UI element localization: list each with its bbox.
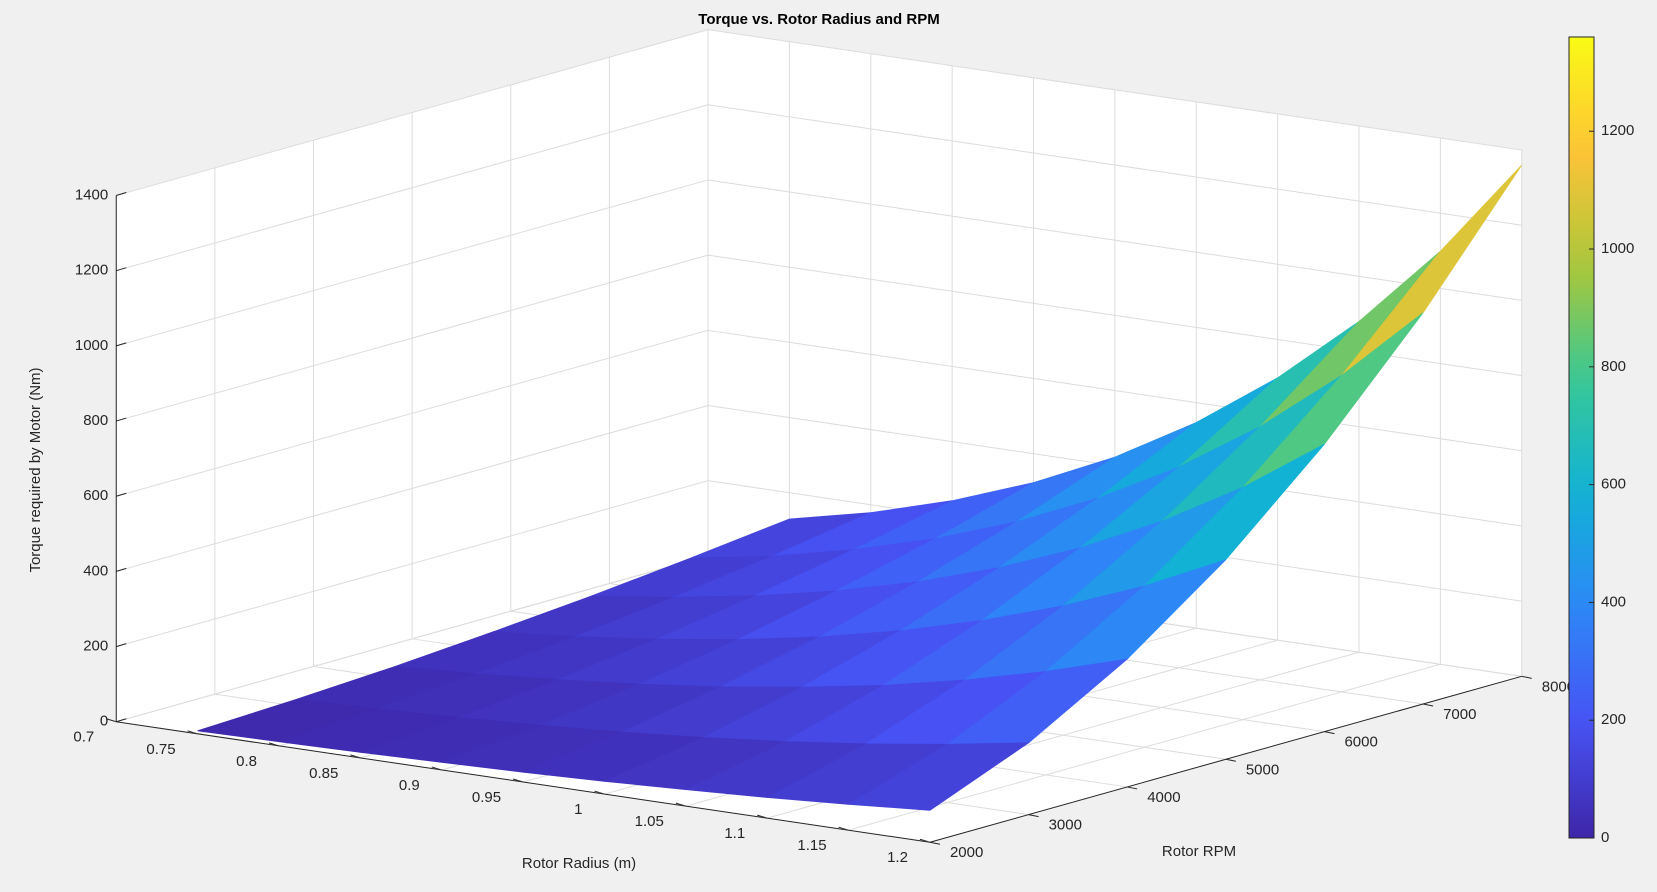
x-tick-label: 0.9 [399,777,420,794]
grid-line [116,254,709,422]
x-axis-label: Rotor Radius (m) [522,855,636,872]
z-tick [116,342,127,347]
x-tick-label: 1.2 [887,849,908,866]
colorbar-tick-label: 600 [1601,476,1626,493]
y-tick-label: 6000 [1344,734,1377,751]
z-tick-label: 1000 [75,337,108,354]
y-tick [1324,731,1335,735]
colorbar-tick-label: 0 [1601,829,1609,846]
x-tick-label: 0.85 [309,765,338,782]
grid-line [707,104,1522,226]
z-tick [116,267,127,272]
y-tick [929,841,941,845]
x-axis [116,721,931,843]
z-tick [116,492,127,497]
y-tick [1423,703,1434,707]
x-tick-label: 0.7 [73,729,94,746]
y-tick-label: 4000 [1147,789,1180,806]
x-tick-label: 0.75 [146,741,175,758]
grid-line [116,179,709,347]
y-tick [1127,786,1138,790]
x-tick [106,718,117,723]
x-tick-label: 1.15 [797,837,826,854]
x-tick-label: 1.05 [635,813,664,830]
x-tick-label: 0.95 [472,789,501,806]
colorbar-tick-label: 1200 [1601,122,1634,139]
grid-line [116,329,709,497]
z-tick-label: 200 [83,638,108,655]
colorbar-tick-label: 200 [1601,711,1626,728]
grid-line [707,179,1522,301]
y-tick-label: 2000 [950,844,983,861]
surface-face [847,742,1030,811]
y-axis-label: Rotor RPM [1162,843,1236,860]
z-tick [116,192,127,196]
x-tick-label: 1 [574,801,582,818]
y-tick [1521,675,1532,679]
colorbar-tick-label: 1000 [1601,240,1634,257]
z-tick-label: 0 [100,713,108,730]
z-tick [116,417,127,422]
y-axis [929,675,1522,843]
grid-line [116,104,709,272]
z-tick-label: 1400 [75,186,108,203]
chart-title: Torque vs. Rotor Radius and RPM [698,11,939,28]
z-tick-label: 400 [83,562,108,579]
z-tick [116,718,127,723]
colorbar-tick-label: 400 [1601,593,1626,610]
y-tick-label: 5000 [1246,761,1279,778]
z-axis-label: Torque required by Motor (Nm) [27,367,44,572]
x-tick-label: 1.1 [724,825,745,842]
z-tick [116,643,127,648]
x-tick-label: 0.8 [236,753,257,770]
y-tick-label: 7000 [1443,706,1476,723]
grid-line [116,555,709,723]
y-tick-label: 3000 [1049,817,1082,834]
grid-line [707,29,1522,151]
colorbar [1568,36,1595,839]
grid-line [116,405,709,572]
grid-line [116,480,709,648]
grid-line [707,329,1522,452]
y-tick-label: 8000 [1542,678,1575,695]
z-tick [116,567,127,572]
z-tick-label: 1200 [75,262,108,279]
y-tick [1225,758,1236,762]
y-tick [1028,814,1039,818]
z-tick-label: 600 [83,487,108,504]
grid-line [116,29,709,196]
z-tick-label: 800 [83,412,108,429]
colorbar-tick-label: 800 [1601,358,1626,375]
